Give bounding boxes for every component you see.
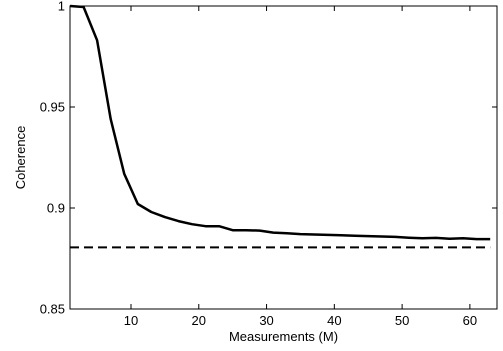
y-tick-label: 0.85: [40, 302, 65, 317]
x-axis: 10 20 30 40 50 60: [124, 6, 477, 328]
x-tick-label: 30: [259, 313, 273, 328]
y-tick-label: 0.9: [47, 201, 65, 216]
y-tick-label: 0.95: [40, 100, 65, 115]
x-tick-label: 40: [327, 313, 341, 328]
y-axis-label: Coherence: [13, 126, 28, 190]
x-axis-label: Measurements (M): [229, 329, 338, 344]
y-axis: 0.85 0.9 0.95 1: [40, 0, 497, 317]
x-tick-label: 10: [124, 313, 138, 328]
x-tick-label: 50: [395, 313, 409, 328]
x-tick-label: 60: [463, 313, 477, 328]
coherence-curve: [69, 4, 491, 241]
plot-area-frame: [69, 5, 498, 310]
series-layer: [69, 4, 491, 249]
x-tick-label: 20: [192, 313, 206, 328]
y-tick-label: 1: [58, 0, 65, 14]
